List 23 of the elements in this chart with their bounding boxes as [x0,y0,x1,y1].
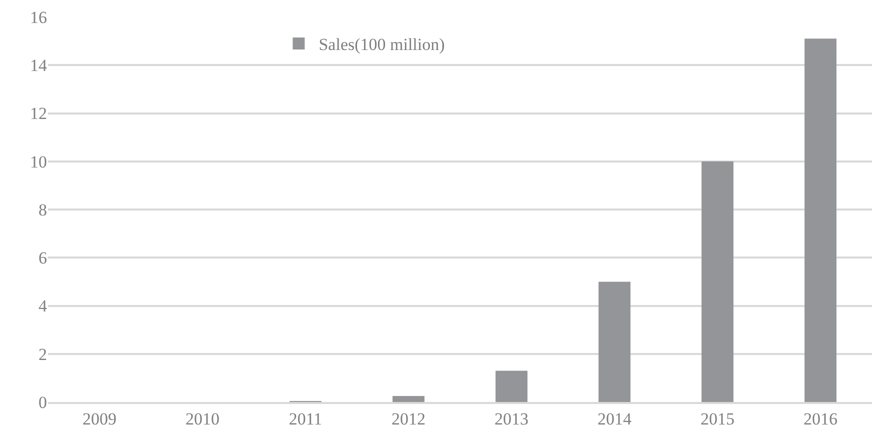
y-tick-label: 0 [38,392,47,412]
x-tick-label: 2012 [392,409,426,428]
x-tick-label: 2013 [494,409,528,428]
bar [392,396,424,402]
legend-label: Sales(100 million) [318,35,445,54]
x-tick-label: 2015 [700,409,734,428]
bar [496,370,528,402]
bar [598,282,630,402]
y-tick-label: 14 [30,56,48,76]
y-tick-label: 4 [38,296,48,316]
x-tick-label: 2010 [186,409,220,428]
x-tick-label: 2009 [82,409,116,428]
y-tick-label: 8 [38,200,47,220]
bar [804,38,836,402]
x-tick-label: 2014 [598,409,632,428]
x-tick-label: 2011 [288,409,322,428]
y-tick-label: 10 [30,152,47,172]
y-tick-label: 6 [38,248,47,268]
bar [702,161,734,402]
y-tick-label: 16 [30,8,47,27]
x-tick-label: 2016 [804,409,838,428]
y-tick-label: 2 [38,344,47,364]
y-tick-label: 12 [30,104,47,124]
